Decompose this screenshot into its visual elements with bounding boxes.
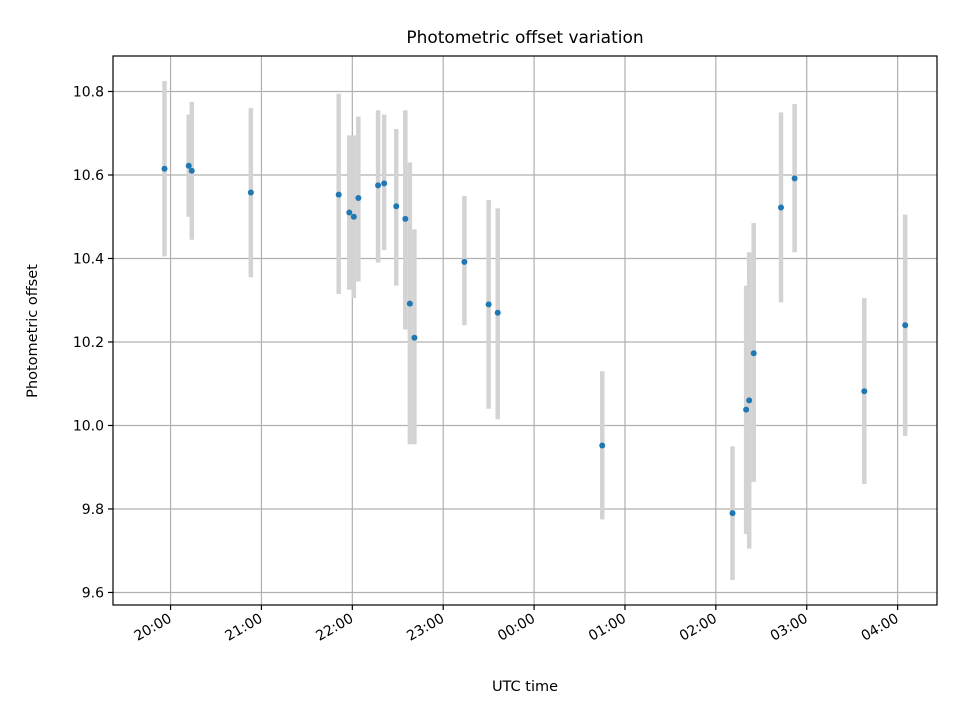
data-point bbox=[335, 191, 342, 198]
data-point bbox=[393, 203, 400, 210]
data-point bbox=[743, 406, 750, 413]
data-point bbox=[599, 442, 606, 449]
data-point bbox=[188, 167, 195, 174]
y-tick-label: 10.8 bbox=[73, 84, 104, 100]
data-point bbox=[902, 322, 909, 329]
data-point bbox=[791, 175, 798, 182]
y-tick-label: 9.8 bbox=[82, 502, 104, 518]
data-point bbox=[161, 165, 168, 172]
plot-area-frame bbox=[112, 55, 938, 606]
y-tick-label: 10.0 bbox=[73, 418, 104, 434]
data-point bbox=[402, 215, 409, 222]
y-tick-label: 10.4 bbox=[73, 251, 104, 267]
data-point bbox=[777, 204, 784, 211]
data-point bbox=[247, 189, 254, 196]
chart-title: Photometric offset variation bbox=[406, 28, 643, 48]
data-point bbox=[750, 350, 757, 357]
data-point bbox=[381, 180, 388, 187]
grid bbox=[113, 56, 937, 605]
y-axis-ticks: 9.6 9.8 10.0 10.2 10.4 10.6 10.8 bbox=[73, 84, 113, 601]
data-point bbox=[375, 182, 382, 189]
data-points bbox=[161, 162, 909, 517]
data-point bbox=[355, 194, 362, 201]
data-point bbox=[411, 334, 418, 341]
data-point bbox=[485, 301, 492, 308]
y-axis-label: Photometric offset bbox=[25, 264, 41, 398]
data-point bbox=[729, 510, 736, 517]
x-axis-label: UTC time bbox=[492, 679, 558, 695]
data-point bbox=[185, 162, 192, 169]
y-tick-label: 9.6 bbox=[82, 585, 104, 601]
y-tick-label: 10.2 bbox=[73, 335, 104, 351]
data-point bbox=[861, 388, 868, 395]
data-point bbox=[494, 309, 501, 316]
data-point bbox=[461, 258, 468, 265]
data-point bbox=[406, 300, 413, 307]
y-tick-label: 10.6 bbox=[73, 168, 104, 184]
data-point bbox=[746, 397, 753, 404]
data-point bbox=[346, 209, 353, 216]
data-point bbox=[350, 213, 357, 220]
